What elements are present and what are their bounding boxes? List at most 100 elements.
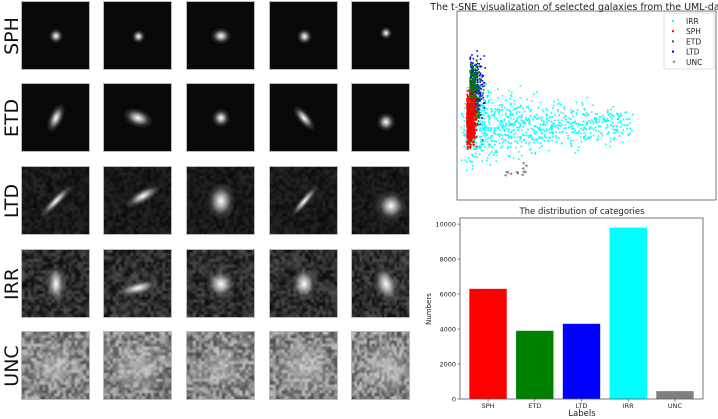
scatter-point-sph bbox=[472, 103, 474, 105]
scatter-point-etd bbox=[472, 74, 475, 76]
scatter-point-irr bbox=[499, 123, 502, 126]
scatter-point-sph bbox=[466, 119, 469, 122]
scatter-point-sph bbox=[473, 130, 476, 132]
scatter-point-etd bbox=[470, 111, 472, 114]
scatter-point-irr bbox=[621, 123, 623, 126]
scatter-point-etd bbox=[473, 103, 476, 106]
scatter-point-irr bbox=[484, 140, 486, 142]
scatter-point-irr bbox=[556, 124, 559, 126]
scatter-point-irr bbox=[466, 134, 468, 137]
scatter-point-sph bbox=[469, 117, 472, 119]
scatter-point-sph bbox=[469, 129, 471, 131]
scatter-point-irr bbox=[482, 99, 485, 101]
scatter-point-sph bbox=[471, 113, 474, 115]
scatter-point-irr bbox=[478, 92, 481, 95]
scatter-point-etd bbox=[470, 96, 472, 99]
scatter-point-ltd bbox=[470, 100, 473, 103]
scatter-point-sph bbox=[469, 125, 472, 128]
scatter-point-sph bbox=[470, 124, 473, 127]
scatter-point-etd bbox=[471, 89, 473, 92]
scatter-point-irr bbox=[482, 114, 485, 116]
galaxy-blob bbox=[131, 29, 145, 43]
scatter-point-irr bbox=[463, 120, 466, 122]
scatter-point-sph bbox=[468, 107, 471, 110]
scatter-point-irr bbox=[486, 94, 488, 97]
scatter-point-irr bbox=[535, 139, 538, 142]
scatter-point-sph bbox=[467, 126, 470, 128]
scatter-point-sph bbox=[470, 114, 472, 117]
scatter-point-irr bbox=[488, 121, 490, 124]
scatter-point-irr bbox=[520, 129, 523, 131]
scatter-point-irr bbox=[507, 134, 510, 136]
scatter-point-irr bbox=[482, 117, 484, 120]
scatter-point-sph bbox=[467, 121, 470, 123]
scatter-point-etd bbox=[469, 69, 472, 72]
scatter-point-irr bbox=[616, 112, 618, 115]
scatter-point-etd bbox=[470, 122, 472, 124]
row-label-sph: SPH bbox=[1, 17, 23, 55]
scatter-point-ltd bbox=[469, 87, 472, 89]
scatter-point-ltd bbox=[480, 98, 483, 100]
scatter-point-etd bbox=[475, 66, 478, 68]
scatter-point-sph bbox=[468, 88, 471, 91]
scatter-point-irr bbox=[625, 111, 628, 113]
scatter-point-sph bbox=[470, 116, 473, 119]
scatter-point-irr bbox=[629, 132, 631, 135]
scatter-point-sph bbox=[469, 109, 471, 112]
scatter-point-sph bbox=[469, 112, 472, 114]
scatter-point-irr bbox=[466, 117, 469, 120]
scatter-point-irr bbox=[508, 128, 510, 131]
scatter-point-irr bbox=[531, 128, 534, 131]
scatter-point-etd bbox=[469, 91, 472, 94]
scatter-point-sph bbox=[470, 129, 473, 132]
scatter-point-irr bbox=[466, 120, 469, 123]
scatter-point-irr bbox=[560, 111, 563, 114]
scatter-point-irr bbox=[606, 123, 609, 126]
scatter-point-etd bbox=[471, 131, 473, 133]
scatter-point-etd bbox=[469, 123, 472, 126]
scatter-point-sph bbox=[468, 107, 471, 110]
scatter-point-sph bbox=[468, 120, 471, 123]
scatter-point-irr bbox=[486, 159, 488, 162]
scatter-point-etd bbox=[473, 102, 475, 105]
scatter-point-sph bbox=[470, 125, 472, 128]
scatter-point-sph bbox=[473, 125, 476, 128]
scatter-point-irr bbox=[556, 103, 559, 105]
scatter-point-sph bbox=[471, 125, 473, 128]
scatter-point-irr bbox=[520, 137, 522, 140]
scatter-point-etd bbox=[473, 98, 475, 101]
scatter-point-irr bbox=[490, 107, 492, 110]
scatter-point-etd bbox=[477, 102, 479, 104]
scatter-point-sph bbox=[470, 139, 472, 141]
scatter-point-irr bbox=[551, 139, 553, 142]
scatter-point-sph bbox=[466, 113, 469, 116]
scatter-point-etd bbox=[470, 100, 472, 103]
scatter-point-irr bbox=[519, 105, 522, 108]
scatter-point-etd bbox=[471, 107, 473, 110]
scatter-point-irr bbox=[564, 118, 567, 120]
scatter-point-irr bbox=[608, 131, 610, 134]
scatter-point-sph bbox=[468, 119, 471, 121]
scatter-point-ltd bbox=[477, 87, 480, 89]
scatter-point-irr bbox=[503, 130, 506, 132]
legend-box bbox=[663, 12, 715, 70]
scatter-point-ltd bbox=[469, 95, 472, 97]
scatter-point-etd bbox=[471, 99, 474, 101]
scatter-point-sph bbox=[467, 141, 469, 144]
scatter-point-irr bbox=[560, 119, 563, 122]
scatter-point-irr bbox=[510, 137, 513, 140]
scatter-point-ltd bbox=[471, 93, 474, 96]
scatter-point-irr bbox=[518, 115, 520, 118]
scatter-point-irr bbox=[585, 124, 588, 126]
scatter-point-irr bbox=[501, 141, 504, 144]
scatter-point-sph bbox=[466, 116, 468, 118]
scatter-point-ltd bbox=[474, 91, 476, 94]
scatter-point-ltd bbox=[480, 83, 482, 86]
scatter-point-ltd bbox=[471, 100, 473, 103]
scatter-point-sph bbox=[468, 110, 471, 112]
scatter-point-sph bbox=[467, 142, 469, 144]
scatter-point-irr bbox=[576, 113, 578, 116]
scatter-point-etd bbox=[474, 86, 477, 88]
scatter-point-etd bbox=[471, 103, 474, 106]
scatter-point-etd bbox=[471, 114, 474, 117]
